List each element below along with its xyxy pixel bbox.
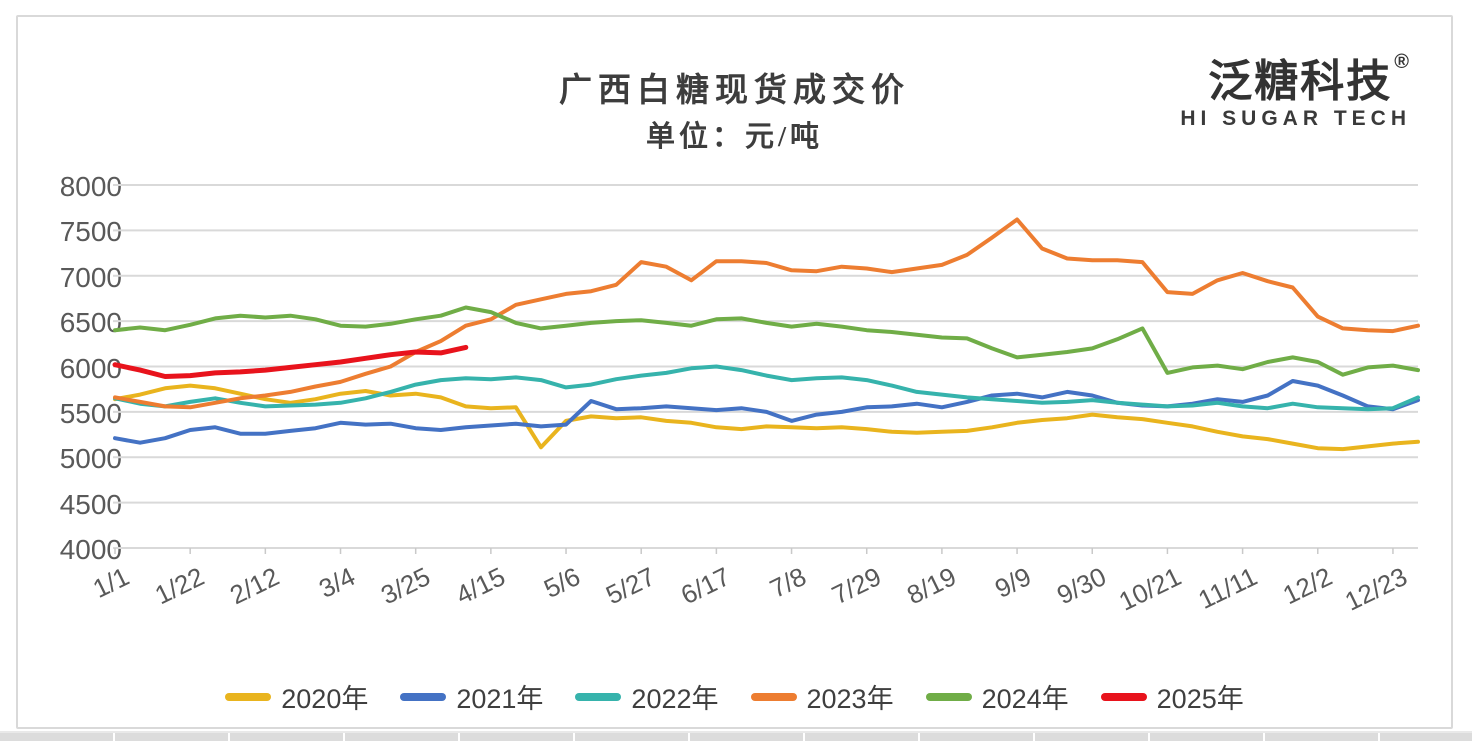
legend-item: 2023年: [750, 677, 894, 716]
legend-label: 2024年: [981, 684, 1069, 714]
legend-swatch-icon: [400, 692, 447, 701]
chart-card: 广西白糖现货成交价 单位：元/吨 泛糖科技 ® HI SUGAR TECH 800…: [16, 15, 1453, 729]
brand-tagline: HI SUGAR TECH: [1180, 107, 1411, 130]
legend: 2020年 2021年 2022年 2023年 2024年 2025年: [18, 677, 1451, 716]
y-axis-tick-label: 7000: [59, 261, 122, 293]
legend-item: 2025年: [1100, 677, 1244, 716]
legend-label: 2025年: [1156, 684, 1244, 714]
y-axis-tick-label: 5000: [59, 443, 122, 475]
legend-label: 2021年: [456, 684, 544, 714]
legend-swatch-icon: [1100, 692, 1147, 701]
legend-item: 2020年: [225, 677, 368, 716]
y-axis-tick-label: 6500: [59, 307, 122, 339]
legend-item: 2021年: [400, 677, 543, 716]
chart-title: 广西白糖现货成交价: [559, 73, 910, 109]
y-axis-tick-label: 4500: [59, 488, 122, 520]
legend-swatch-icon: [575, 692, 622, 701]
legend-swatch-icon: [925, 692, 972, 701]
legend-label: 2020年: [281, 684, 369, 714]
brand-logo: 泛糖科技 ® HI SUGAR TECH: [1180, 39, 1411, 131]
bottom-strip: [0, 731, 1472, 741]
y-axis-tick-label: 7500: [59, 216, 122, 248]
legend-label: 2022年: [631, 684, 719, 714]
y-axis-tick-label: 8000: [59, 171, 122, 202]
legend-swatch-icon: [225, 692, 272, 701]
y-axis-tick-label: 5500: [59, 397, 122, 429]
y-axis-tick-label: 4000: [59, 534, 122, 565]
chart-subtitle: 单位：元/吨: [645, 121, 824, 153]
registered-mark-icon: ®: [1394, 51, 1411, 73]
y-axis-tick-label: 6000: [59, 352, 122, 384]
legend-item: 2024年: [925, 677, 1069, 716]
brand-name: 泛糖科技: [1208, 57, 1393, 106]
legend-swatch-icon: [750, 692, 797, 701]
legend-label: 2023年: [806, 684, 894, 714]
legend-item: 2022年: [575, 677, 719, 716]
